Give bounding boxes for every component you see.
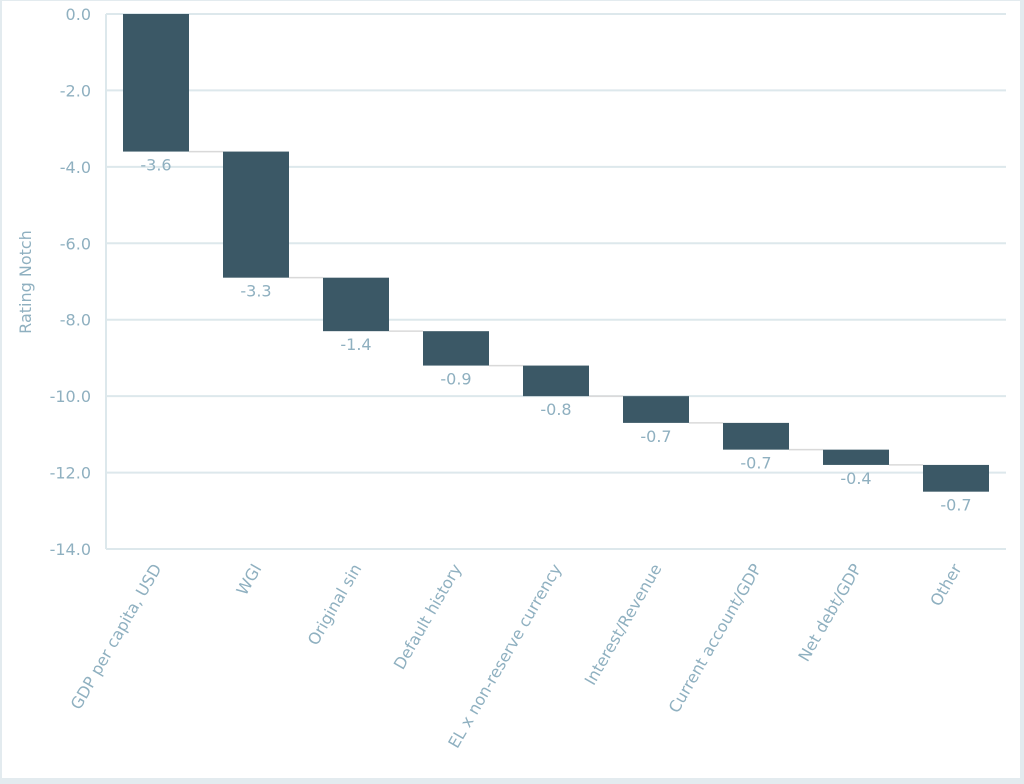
bar-1 (223, 151, 289, 278)
x-tick-label: Original sin (304, 561, 366, 649)
x-tick-label: Net debt/GDP (794, 560, 865, 665)
y-tick-label: -12.0 (50, 464, 91, 483)
x-tick-label: WGI (233, 561, 266, 599)
value-label: -0.7 (640, 427, 671, 446)
x-tick-label: Default history (390, 561, 466, 673)
bar-7 (823, 449, 889, 465)
value-label: -0.7 (740, 454, 771, 473)
value-label: -3.6 (140, 156, 171, 175)
y-tick-label: 0.0 (66, 5, 91, 24)
bar-5 (623, 396, 689, 423)
y-tick-label: -10.0 (50, 387, 91, 406)
x-tick-label: Other (926, 560, 965, 609)
value-label: -1.4 (340, 335, 371, 354)
y-axis-ticks: 0.0 -2.0 -4.0 -6.0 -8.0 -10.0 -12.0 -14.0 (50, 5, 91, 559)
value-label: -0.7 (940, 496, 971, 515)
bar-3 (423, 331, 489, 366)
value-label: -0.8 (540, 400, 571, 419)
x-axis-labels: GDP per capita, USD WGI Original sin Defaul… (67, 560, 966, 751)
value-label: -3.3 (240, 282, 271, 301)
x-tick-label: GDP per capita, USD (67, 561, 166, 713)
bars (123, 14, 989, 492)
value-labels: -3.6 -3.3 -1.4 -0.9 -0.8 -0.7 -0.7 -0.4 -0.7 (140, 156, 971, 515)
bar-0 (123, 14, 189, 152)
y-tick-label: -14.0 (50, 540, 91, 559)
bar-4 (523, 365, 589, 397)
y-tick-label: -6.0 (60, 234, 91, 253)
value-label: -0.9 (440, 370, 471, 389)
connector-lines (189, 150, 923, 466)
value-label: -0.4 (840, 469, 871, 488)
y-axis-label: Rating Notch (16, 230, 35, 334)
y-tick-label: -2.0 (60, 81, 91, 100)
y-tick-label: -4.0 (60, 158, 91, 177)
y-tick-label: -8.0 (60, 311, 91, 330)
x-tick-label: EL x non-reserve currency (444, 561, 565, 752)
bar-8 (923, 464, 989, 492)
x-tick-label: Current account/GDP (665, 560, 766, 716)
x-tick-label: Interest/Revenue (581, 561, 666, 689)
bar-2 (323, 277, 389, 332)
bar-6 (723, 422, 789, 450)
